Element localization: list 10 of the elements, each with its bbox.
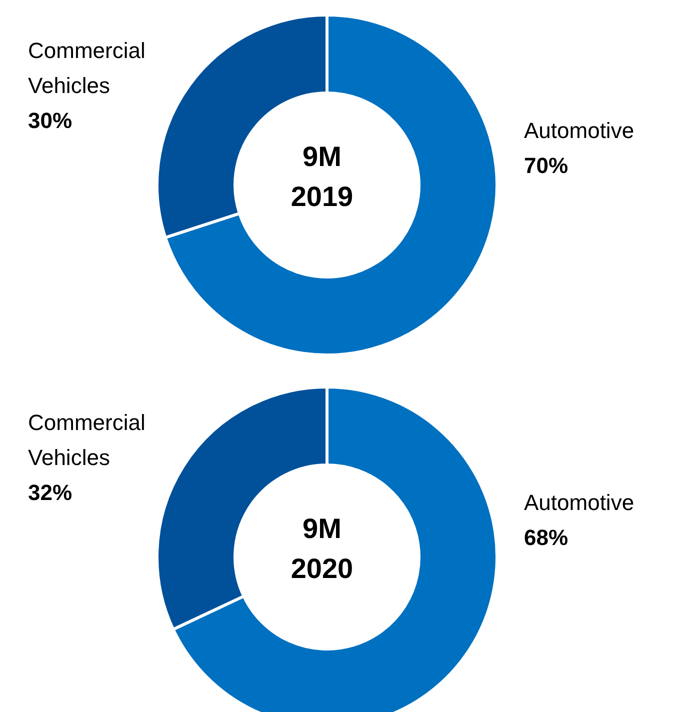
data-label: 30% [28, 108, 72, 133]
data-label: 68% [524, 525, 568, 550]
slice-label: Automotive [524, 490, 634, 515]
slice-label: Automotive [524, 118, 634, 143]
data-label: 32% [28, 480, 72, 505]
text: 9M 2019 [290, 141, 354, 212]
slice-label: Commercial Vehicles [28, 410, 146, 470]
text: 9M 2020 [290, 513, 354, 584]
slice-label: Commercial Vehicles [28, 38, 146, 98]
data-label: 70% [524, 153, 568, 178]
